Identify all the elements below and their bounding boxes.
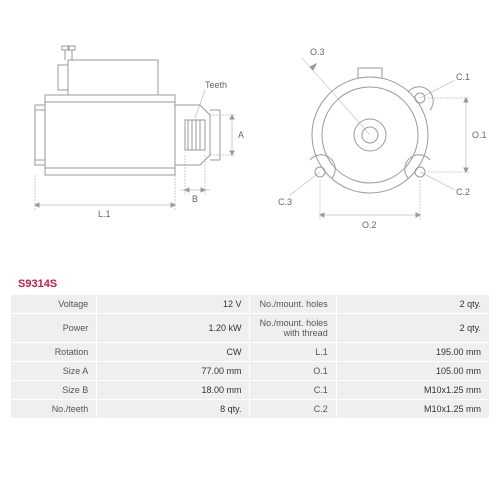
- spec-label: Size B: [11, 381, 97, 400]
- table-row: Size A77.00 mmO.1105.00 mm: [11, 362, 490, 381]
- table-row: RotationCWL.1195.00 mm: [11, 343, 490, 362]
- label-c1: C.1: [456, 72, 470, 82]
- spec-value: 195.00 mm: [336, 343, 489, 362]
- spec-label: O.1: [250, 362, 336, 381]
- spec-value: M10x1.25 mm: [336, 381, 489, 400]
- label-b: B: [192, 194, 198, 204]
- label-o2: O.2: [362, 220, 377, 230]
- label-o3: O.3: [310, 47, 325, 57]
- side-view: [35, 46, 235, 210]
- spec-value: 12 V: [97, 295, 250, 314]
- spec-value: CW: [97, 343, 250, 362]
- table-row: Voltage12 VNo./mount. holes2 qty.: [11, 295, 490, 314]
- table-row: Size B18.00 mmC.1M10x1.25 mm: [11, 381, 490, 400]
- spec-table: Voltage12 VNo./mount. holes2 qty.Power1.…: [10, 294, 490, 419]
- spec-value: 8 qty.: [97, 400, 250, 419]
- label-teeth: Teeth: [205, 80, 227, 90]
- drawing-svg: A Teeth L.1 B O.3 C.1 C.2 C.3 O.1 O.2: [10, 10, 490, 270]
- spec-value: 18.00 mm: [97, 381, 250, 400]
- table-row: Power1.20 kWNo./mount. holes with thread…: [11, 314, 490, 343]
- spec-label: L.1: [250, 343, 336, 362]
- spec-value: 105.00 mm: [336, 362, 489, 381]
- spec-label: C.2: [250, 400, 336, 419]
- label-o1: O.1: [472, 130, 487, 140]
- spec-label: C.1: [250, 381, 336, 400]
- spec-value: 2 qty.: [336, 295, 489, 314]
- label-a: A: [238, 130, 244, 140]
- front-view: [290, 58, 470, 220]
- spec-label: Rotation: [11, 343, 97, 362]
- label-c2: C.2: [456, 187, 470, 197]
- spec-label: Voltage: [11, 295, 97, 314]
- table-row: No./teeth8 qty.C.2M10x1.25 mm: [11, 400, 490, 419]
- part-number: S9314S: [18, 278, 490, 290]
- spec-label: Power: [11, 314, 97, 343]
- technical-drawing: A Teeth L.1 B O.3 C.1 C.2 C.3 O.1 O.2: [10, 10, 490, 270]
- spec-label: No./mount. holes with thread: [250, 314, 336, 343]
- spec-value: M10x1.25 mm: [336, 400, 489, 419]
- label-c3: C.3: [278, 197, 292, 207]
- spec-value: 2 qty.: [336, 314, 489, 343]
- spec-label: No./mount. holes: [250, 295, 336, 314]
- spec-value: 1.20 kW: [97, 314, 250, 343]
- spec-value: 77.00 mm: [97, 362, 250, 381]
- spec-label: No./teeth: [11, 400, 97, 419]
- spec-label: Size A: [11, 362, 97, 381]
- label-l1: L.1: [98, 209, 111, 219]
